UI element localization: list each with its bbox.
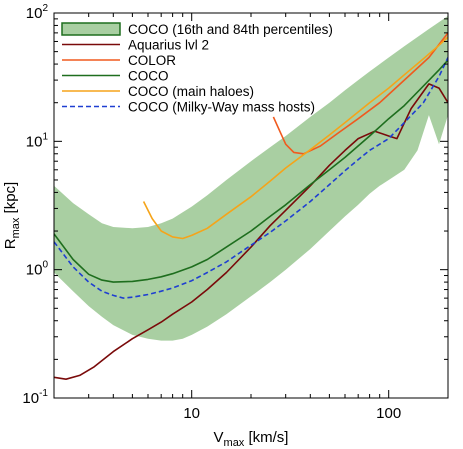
legend-label-coco-16th-and-84th-percentiles: COCO (16th and 84th percentiles): [128, 22, 333, 37]
legend-label-coco: COCO: [128, 69, 169, 84]
x-tick-label: 10: [183, 405, 200, 422]
legend-swatch-coco-16th-and-84th-percentiles: [61, 22, 121, 36]
axes: 10 100 10-1 100 101 102: [22, 3, 449, 422]
x-tick-label: 100: [376, 405, 401, 422]
legend-label-aquarius-lvl-2: Aquarius lvl 2: [128, 38, 209, 53]
y-axis-title: Rmax [kpc]: [2, 182, 22, 249]
series-line-aquarius-lvl-2: [54, 83, 448, 381]
legend: COCO (16th and 84th percentiles)Aquarius…: [61, 22, 333, 115]
series-line-coco-main-haloes: [142, 36, 448, 240]
legend-label-color: COLOR: [128, 53, 176, 68]
y-tick-label: 100: [26, 260, 49, 279]
y-tick-label: 10-1: [22, 388, 48, 407]
y-tick-label: 101: [26, 131, 49, 150]
legend-label-coco-milky-way-mass-hosts: COCO (Milky-Way mass hosts): [128, 100, 315, 115]
series-line-coco-milky-way-mass-hosts: [54, 57, 448, 299]
x-axis-title: Vmax [km/s]: [214, 429, 289, 449]
legend-label-coco-main-haloes: COCO (main haloes): [128, 84, 254, 99]
series-line-coco: [54, 59, 448, 283]
plot-area: [54, 15, 448, 381]
band-coco-percentiles: [54, 15, 448, 341]
y-tick-label: 102: [26, 3, 49, 22]
series-line-color: [272, 32, 448, 155]
